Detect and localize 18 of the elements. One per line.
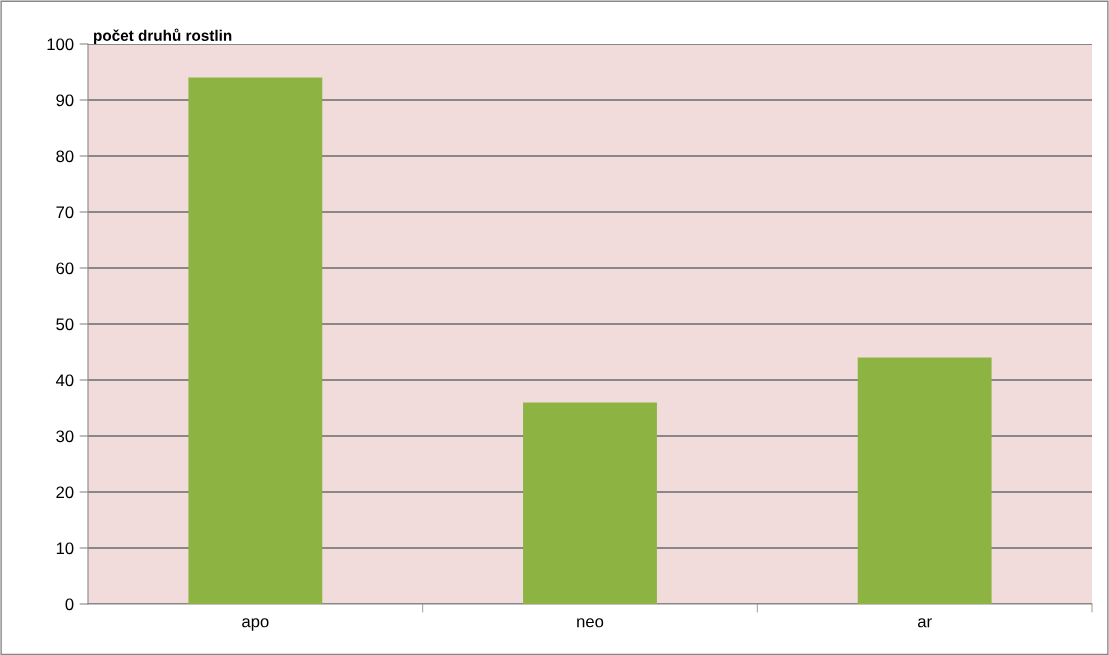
y-axis-title: počet druhů rostlin xyxy=(94,28,232,44)
x-tick-label: apo xyxy=(242,618,269,631)
bar xyxy=(188,77,323,604)
y-tick-label: 90 xyxy=(56,94,74,107)
y-tick-label: 20 xyxy=(56,486,74,499)
y-tick-label: 0 xyxy=(65,598,74,611)
x-tick-label: neo xyxy=(577,618,604,628)
y-tick-label: 50 xyxy=(56,318,74,331)
x-tick-label: ar xyxy=(917,618,932,628)
bar xyxy=(857,357,992,604)
y-tick-label: 30 xyxy=(56,430,74,443)
y-tick-label: 10 xyxy=(56,542,74,555)
y-tick-label: 60 xyxy=(56,262,74,275)
y-tick-label: 40 xyxy=(55,374,74,387)
bar xyxy=(523,402,657,604)
y-tick-label: 70 xyxy=(56,206,74,219)
y-tick-label: 100 xyxy=(47,38,74,51)
y-tick-label: 80 xyxy=(56,150,74,163)
